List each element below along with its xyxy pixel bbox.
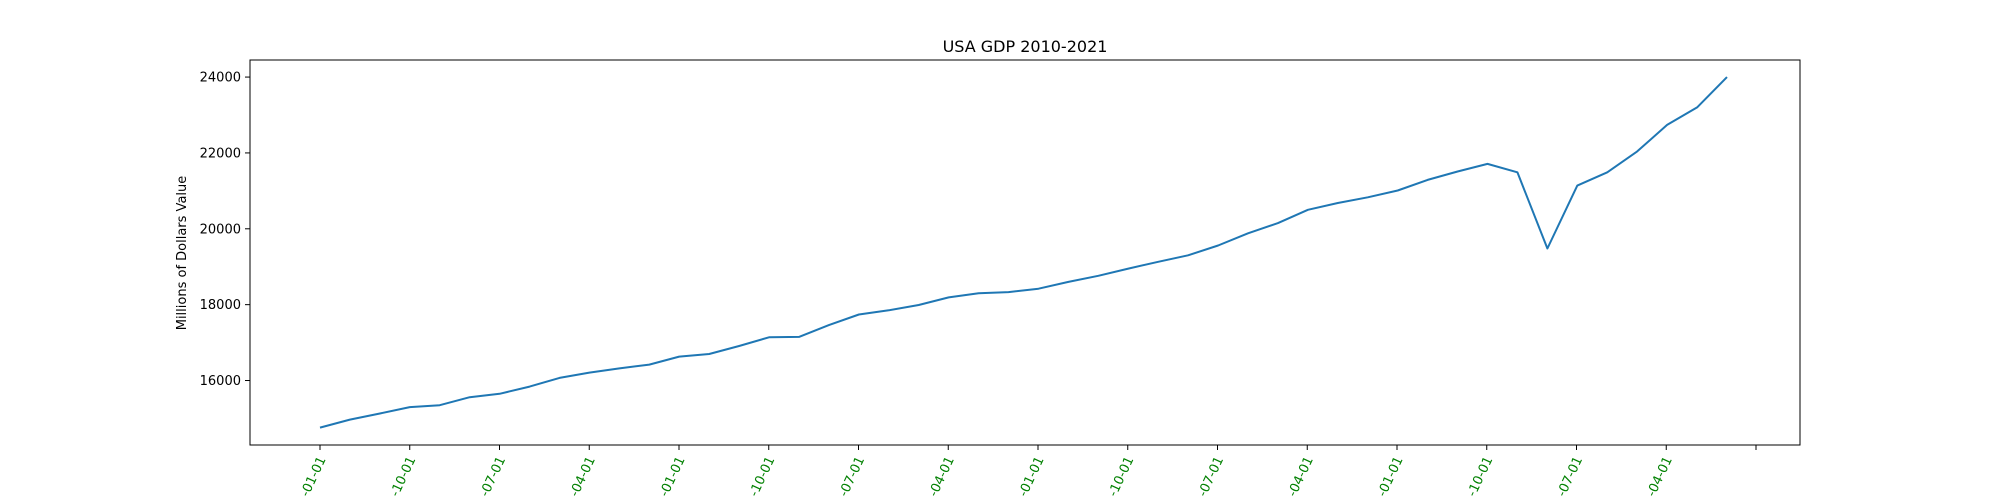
y-tick-label: 18000 [200,298,241,313]
x-tick-label: -10-01 [1106,454,1138,499]
x-axis-ticks: -01-01 -10-01 -07-01 -04-01 -01-01 -10-01 -07-… [298,445,1757,499]
x-tick-label: -01-01 [1016,454,1048,499]
x-tick-label: -04-01 [926,454,958,499]
x-tick-label: -01-01 [298,454,330,499]
x-tick-label: -01-01 [1375,454,1407,499]
x-tick-label: -07-01 [478,454,510,499]
x-tick-label: -10-01 [388,454,420,499]
y-tick-label: 24000 [200,71,241,86]
chart-title: USA GDP 2010-2021 [943,37,1108,56]
x-tick-label: -04-01 [567,454,599,499]
y-axis-ticks: 16000 18000 20000 22000 24000 [200,71,250,389]
y-tick-label: 22000 [200,146,241,161]
y-axis-label: Millions of Dollars Value [175,176,190,331]
x-tick-label: -07-01 [1555,454,1587,499]
series-layer [319,76,1728,429]
y-tick-label: 20000 [200,222,241,237]
x-tick-label: -07-01 [837,454,869,499]
x-tick-label: -04-01 [1285,454,1317,499]
x-tick-label: -10-01 [747,454,779,499]
x-tick-label: -04-01 [1644,454,1676,499]
x-tick-label: -10-01 [1465,454,1497,499]
x-tick-label: -07-01 [1196,454,1228,499]
plot-area-frame [249,59,1801,446]
x-tick-label: -01-01 [657,454,689,499]
gdp-series-line [319,76,1728,429]
y-tick-label: 16000 [200,374,241,389]
